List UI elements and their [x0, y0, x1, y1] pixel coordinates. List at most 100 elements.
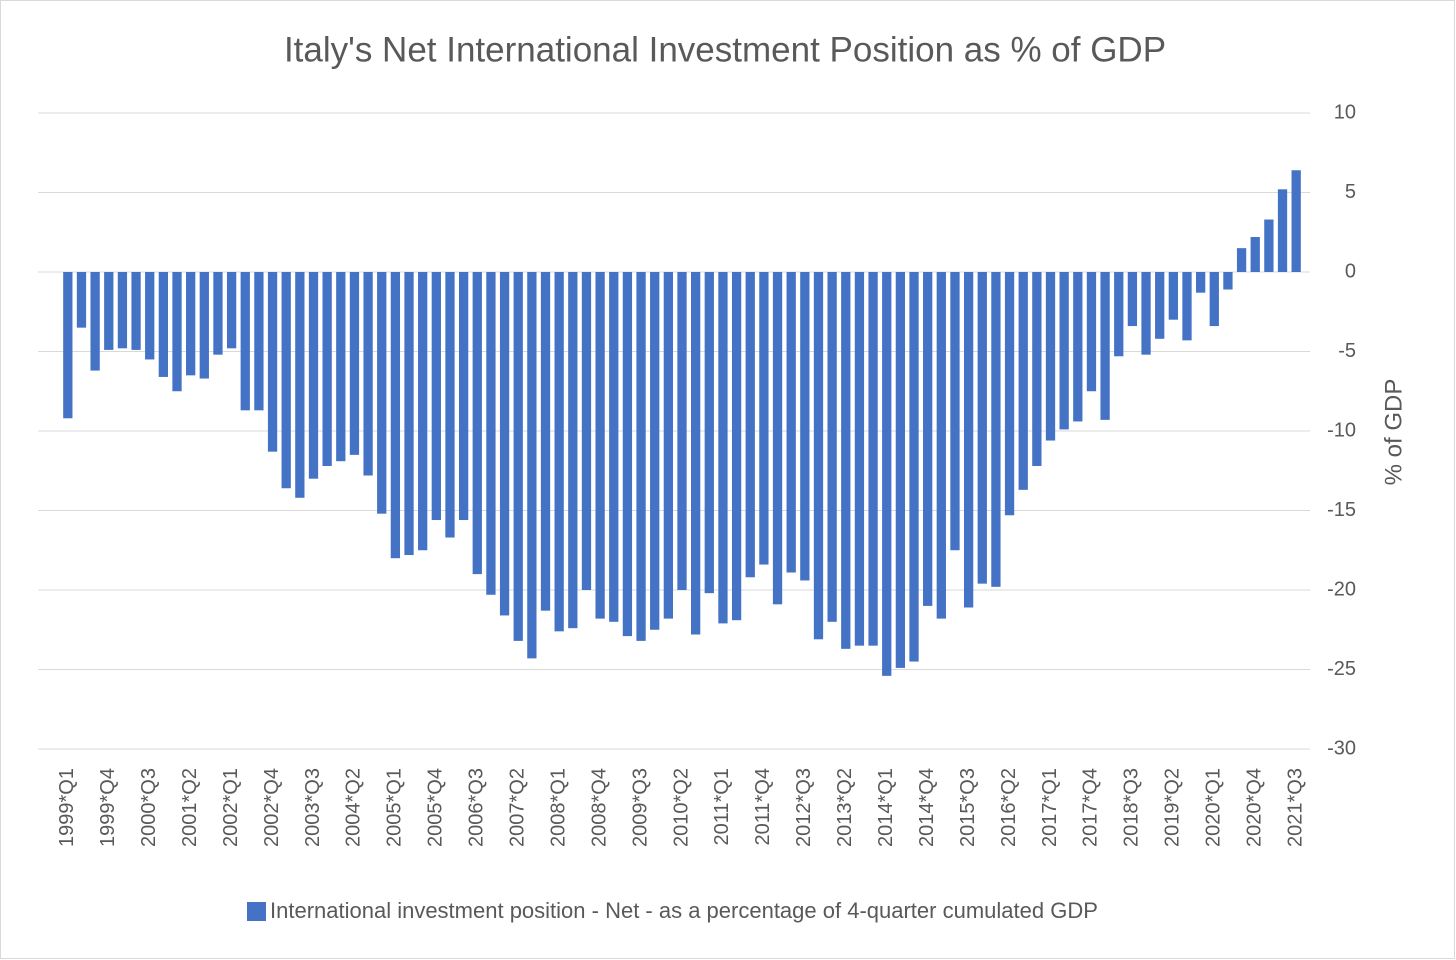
bar [677, 272, 687, 590]
bar [963, 272, 974, 608]
x-tick-label: 2020*Q1 [1203, 768, 1225, 847]
bar [1059, 272, 1069, 430]
bar [759, 272, 769, 565]
bar [472, 272, 482, 575]
bar [950, 272, 960, 551]
bar [513, 272, 523, 641]
bar [308, 272, 319, 479]
bar [213, 272, 223, 355]
x-tick-label: 2011*Q4 [752, 768, 774, 845]
x-tick-label: 2000*Q3 [138, 768, 160, 847]
bar [295, 272, 305, 498]
bar [1223, 272, 1233, 290]
bar [718, 272, 728, 624]
legend-label: International investment position - Net … [270, 898, 1098, 923]
bar [622, 272, 633, 637]
bar [418, 272, 428, 551]
bar [568, 272, 578, 629]
x-tick-label: 2007*Q2 [507, 768, 529, 847]
y-tick-label: -20 [1327, 578, 1356, 600]
bar [349, 272, 360, 455]
x-tick-label: 2020*Q4 [1244, 768, 1266, 847]
bar [841, 272, 851, 649]
bar [581, 272, 592, 590]
bar [691, 272, 701, 635]
bar [322, 272, 332, 466]
bar [431, 272, 441, 521]
bar [1291, 170, 1301, 272]
bar [909, 272, 919, 662]
x-tick-label: 2003*Q3 [302, 768, 324, 847]
bar [240, 272, 250, 411]
bar [486, 272, 496, 595]
x-tick-label: 2017*Q4 [1080, 768, 1102, 847]
y-tick-label: 0 [1345, 260, 1356, 282]
bar [1155, 272, 1165, 339]
bar [267, 272, 278, 452]
bar [540, 272, 551, 611]
bar [1209, 272, 1219, 327]
x-tick-label: 2014*Q4 [916, 768, 938, 847]
x-tick-label: 2002*Q4 [261, 768, 283, 847]
bar [854, 272, 865, 646]
x-tick-label: 2008*Q4 [588, 768, 610, 847]
bar [1073, 272, 1083, 422]
x-tick-label: 2006*Q3 [466, 768, 488, 847]
bar [1114, 272, 1124, 357]
bar [254, 272, 264, 411]
x-tick-label: 2010*Q2 [670, 768, 692, 847]
y-tick-label: -15 [1327, 499, 1356, 521]
bar [1195, 272, 1206, 293]
bar [1236, 248, 1247, 272]
bar [745, 272, 755, 578]
bar [1277, 189, 1288, 272]
bar [1018, 272, 1028, 490]
x-tick-label: 2008*Q1 [547, 768, 569, 847]
bar [104, 272, 114, 350]
bar [936, 272, 946, 619]
bar [663, 272, 673, 619]
bar [977, 272, 987, 584]
x-tick-label: 2018*Q3 [1121, 768, 1143, 847]
bar [882, 272, 892, 676]
bar [923, 272, 933, 606]
x-tick-label: 2014*Q1 [875, 768, 897, 847]
bar [76, 272, 87, 328]
x-tick-label: 2001*Q2 [179, 768, 201, 847]
bar [281, 272, 291, 489]
x-tick-label: 2005*Q4 [425, 768, 447, 847]
x-tick-label: 2021*Q3 [1284, 768, 1306, 847]
bar [1086, 272, 1097, 392]
bar [117, 272, 128, 349]
bar [499, 272, 510, 616]
bar [650, 272, 660, 630]
x-tick-label: 2004*Q2 [343, 768, 365, 847]
x-tick-label: 2002*Q1 [220, 768, 242, 847]
legend-swatch [247, 902, 266, 921]
bar [595, 272, 605, 619]
bar [1045, 272, 1056, 441]
bar [772, 272, 783, 605]
bar [1100, 272, 1110, 420]
bar [813, 272, 824, 640]
x-tick-label: 2016*Q2 [998, 768, 1020, 847]
bar [404, 272, 414, 556]
bar [131, 272, 141, 350]
x-tick-label: 1999*Q1 [56, 768, 78, 847]
bar [1168, 272, 1178, 320]
bar [527, 272, 537, 659]
bar [90, 272, 100, 371]
y-tick-label: -30 [1327, 737, 1356, 759]
x-tick-label: 2012*Q3 [793, 768, 815, 847]
y-tick-label: 5 [1345, 181, 1356, 203]
bar [377, 272, 387, 514]
bar [336, 272, 346, 462]
bar [786, 272, 796, 573]
x-tick-label: 2005*Q1 [384, 768, 406, 847]
bar [199, 272, 209, 379]
bar [145, 272, 155, 360]
bar [636, 272, 646, 641]
x-tick-label: 2011*Q1 [711, 768, 733, 845]
bar [1032, 272, 1042, 466]
